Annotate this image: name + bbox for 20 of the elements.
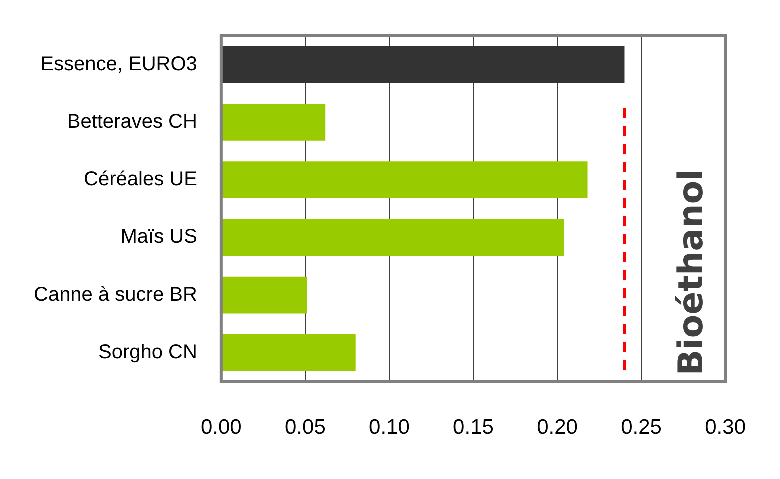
y-tick-label: Céréales UE — [84, 168, 198, 191]
x-tick-label: 0.15 — [453, 416, 494, 440]
y-tick-label: Essence, EURO3 — [40, 53, 198, 76]
bar — [222, 276, 308, 314]
x-tick-label: 0.00 — [200, 416, 242, 440]
bar — [222, 219, 564, 256]
y-tick-label: Canne à sucre BR — [34, 284, 198, 306]
x-tick-label: 0.05 — [285, 416, 326, 440]
x-tick-label: 0.10 — [369, 416, 410, 440]
bar — [222, 104, 326, 141]
y-tick-label: Betteraves CH — [67, 110, 198, 133]
annotation: Bioéthanol — [671, 169, 712, 376]
bar — [222, 162, 588, 199]
x-tick-label: 0.30 — [705, 416, 746, 440]
bar — [222, 334, 356, 372]
x-tick-label: 0.25 — [621, 416, 662, 440]
y-tick-label: Maïs US — [120, 226, 198, 248]
bar — [222, 46, 625, 84]
y-tick-label: Sorgho CN — [98, 342, 198, 364]
x-tick-label: 0.20 — [537, 416, 578, 440]
